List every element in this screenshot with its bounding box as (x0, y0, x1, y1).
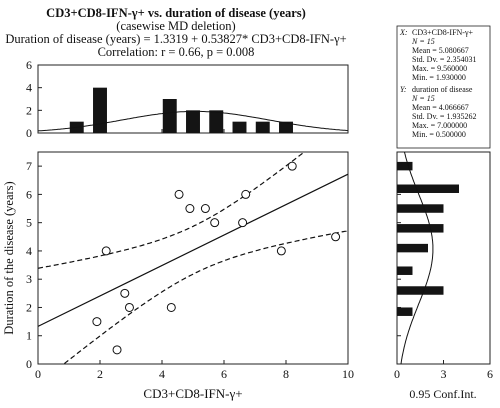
scatter-plot: 0 2 4 6 8 10 0 1 2 3 4 5 6 7 (26, 152, 354, 381)
x-tick-label: 0 (35, 367, 41, 381)
title-block: CD3+CD8-IFN-γ+ vs. duration of disease (… (5, 6, 346, 59)
right-histogram-bar (397, 224, 444, 233)
right-histogram-x-label: 0.95 Conf.Int. (409, 387, 476, 401)
right-histogram-bar (397, 243, 428, 253)
top-histogram-bar (279, 121, 293, 133)
top-histogram-bar (162, 99, 177, 133)
data-point (210, 218, 220, 228)
data-point (92, 317, 102, 327)
stats-x-n: N = 15 (411, 37, 435, 46)
regression-line (37, 173, 349, 327)
chart-title: CD3+CD8-IFN-γ+ vs. duration of disease (… (46, 6, 306, 20)
stats-y-max: Max. = 7.000000 (412, 121, 467, 130)
right-histogram: 0 3 6 (394, 151, 493, 381)
stats-y-tag: Y: (400, 85, 407, 94)
x-tick-label: 6 (221, 367, 227, 381)
x-axis-label: CD3+CD8-IFN-γ+ (143, 386, 242, 401)
stats-x-max: Max. = 9.560000 (412, 64, 467, 73)
top-histogram-tick-label: 2 (26, 103, 32, 117)
right-histogram-bar (397, 286, 444, 295)
right-histogram-bar (397, 184, 459, 193)
data-point (287, 161, 297, 171)
y-tick-label: 1 (26, 329, 32, 343)
x-tick-label: 8 (283, 367, 289, 381)
top-histogram: 0 2 4 6 (26, 58, 349, 140)
regression-equation: Duration of disease (years) = 1.3319 + 0… (5, 32, 346, 46)
top-histogram-normal-curve (37, 110, 349, 132)
stats-x-mean: Mean = 5.080667 (412, 46, 469, 55)
y-tick-label: 0 (26, 357, 32, 371)
top-histogram-bar (93, 87, 107, 133)
upper-confidence-band (37, 152, 304, 269)
data-point (124, 302, 134, 312)
y-tick-label: 5 (26, 216, 32, 230)
data-point (185, 204, 195, 214)
y-tick-label: 7 (26, 159, 32, 173)
right-histogram-tick-label: 0 (394, 367, 400, 381)
top-histogram-tick-label: 6 (26, 58, 32, 72)
y-tick-label: 6 (26, 187, 32, 201)
data-point (276, 246, 286, 256)
data-point (241, 189, 251, 199)
y-tick-label: 4 (26, 244, 32, 258)
data-point (238, 218, 248, 228)
data-point (101, 246, 111, 256)
right-histogram-frame (396, 151, 491, 365)
data-point (331, 232, 341, 242)
right-histogram-bar (397, 161, 413, 171)
right-histogram-bar (397, 307, 413, 316)
x-tick-label: 4 (159, 367, 165, 381)
stats-x-sd: Std. Dv. = 2.354031 (412, 55, 476, 64)
top-histogram-tick-label: 4 (26, 81, 32, 95)
top-histogram-bar (255, 121, 270, 133)
lower-confidence-band (64, 230, 349, 365)
right-histogram-tick-label: 6 (487, 367, 493, 381)
top-histogram-bar (209, 110, 224, 133)
data-point (112, 345, 122, 355)
chart-subtitle: (casewise MD deletion) (116, 19, 235, 33)
right-histogram-normal-curve (400, 151, 434, 365)
x-tick-label: 10 (342, 367, 354, 381)
top-histogram-bar (186, 110, 200, 133)
main-plot-frame (37, 151, 349, 365)
right-histogram-tick-label: 3 (441, 367, 447, 381)
stats-x-var: CD3+CD8-IFN-γ+ (412, 28, 473, 37)
stats-y-n: N = 15 (411, 94, 435, 103)
stats-y-var: duration of disease (412, 85, 473, 94)
data-point (200, 204, 210, 214)
correlation-text: Correlation: r = 0.66, p = 0.008 (98, 45, 255, 59)
right-histogram-bar (397, 266, 413, 275)
y-axis-label: Duration of the disease (years) (2, 181, 16, 334)
data-point (166, 302, 176, 312)
top-histogram-tick-label: 0 (26, 126, 32, 140)
stats-y-mean: Mean = 4.066667 (412, 103, 469, 112)
x-tick-label: 2 (97, 367, 103, 381)
top-histogram-bar (232, 121, 247, 133)
stats-y-min: Min. = 0.500000 (412, 130, 466, 139)
y-tick-label: 3 (26, 272, 32, 286)
data-point (174, 189, 184, 199)
stats-box: X: CD3+CD8-IFN-γ+ N = 15 Mean = 5.080667… (396, 25, 491, 149)
stats-y-sd: Std. Dv. = 1.935262 (412, 112, 476, 121)
y-tick-label: 2 (26, 300, 32, 314)
stats-x-tag: X: (399, 28, 408, 37)
stats-box-frame (396, 25, 491, 149)
right-histogram-bar (397, 204, 444, 213)
data-point (120, 288, 130, 298)
stats-x-min: Min. = 1.930000 (412, 73, 466, 82)
